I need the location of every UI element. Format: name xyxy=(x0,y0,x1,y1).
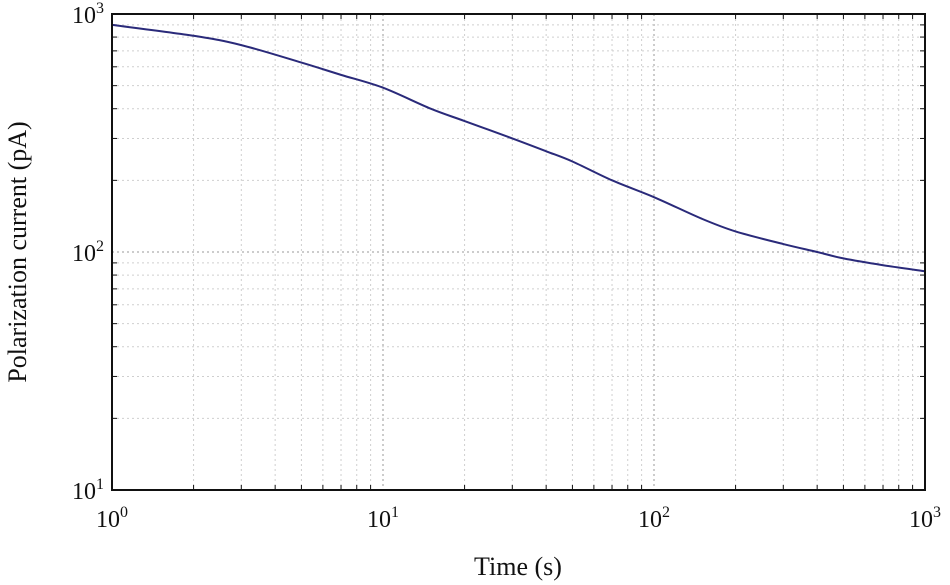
series-line xyxy=(111,23,926,273)
x-tick-label: 103 xyxy=(909,504,941,533)
x-tick-label: 102 xyxy=(638,504,670,533)
grid xyxy=(112,14,925,490)
y-tick-label: 101 xyxy=(72,476,104,505)
y-tick-labels: 101 102 103 xyxy=(72,0,104,505)
x-tick-label: 100 xyxy=(96,504,128,533)
y-axis-label: Polarization current (pA) xyxy=(3,121,32,382)
x-tick-label: 101 xyxy=(367,504,399,533)
plot-frame xyxy=(111,13,926,491)
x-axis-label: Time (s) xyxy=(474,552,562,581)
series-layer xyxy=(111,23,926,273)
x-tick-labels: 100 101 102 103 xyxy=(96,504,941,533)
y-tick-label: 102 xyxy=(72,238,104,267)
y-tick-label: 103 xyxy=(72,0,104,29)
